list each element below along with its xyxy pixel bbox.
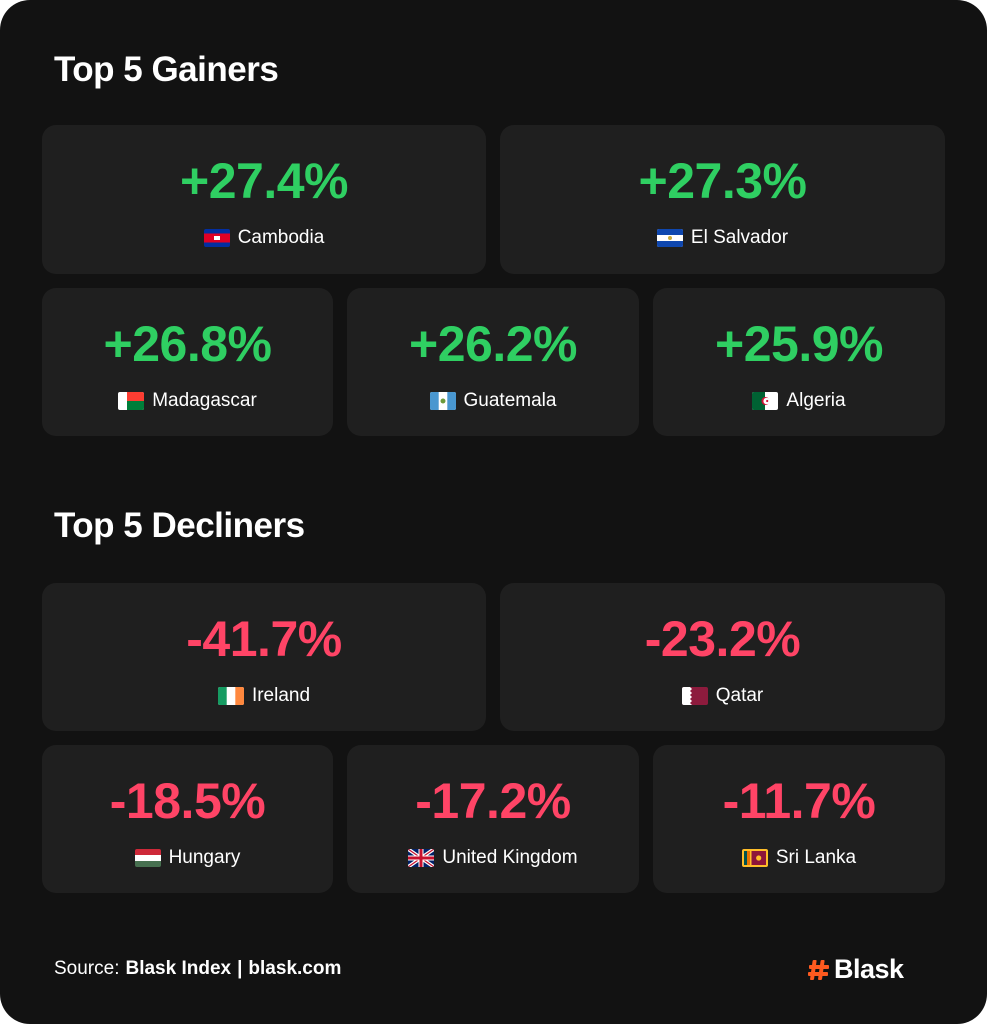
change-value: -41.7% bbox=[186, 611, 342, 667]
gainer-tile: +27.4% Cambodia bbox=[42, 125, 486, 274]
change-value: -23.2% bbox=[644, 611, 801, 667]
country-name: Guatemala bbox=[463, 390, 557, 411]
change-value: +26.2% bbox=[409, 316, 577, 372]
decliner-tile: -18.5% Hungary bbox=[42, 745, 333, 893]
brand-logo: Blask bbox=[808, 954, 904, 985]
change-value: -11.7% bbox=[722, 773, 876, 829]
country-label: El Salvador bbox=[500, 227, 945, 249]
decliners-title: Top 5 Decliners bbox=[54, 506, 305, 545]
country-label: Hungary bbox=[42, 847, 333, 869]
country-label: United Kingdom bbox=[347, 847, 639, 869]
sri-lanka-flag-icon bbox=[741, 849, 768, 867]
country-label: Algeria bbox=[653, 390, 945, 412]
hash-icon bbox=[808, 958, 830, 982]
country-label: Cambodia bbox=[42, 227, 486, 249]
change-value: +27.4% bbox=[180, 153, 348, 209]
cambodia-flag-icon bbox=[203, 229, 230, 247]
country-label: Sri Lanka bbox=[653, 847, 945, 869]
country-name: Cambodia bbox=[237, 227, 325, 248]
gainer-tile: +26.2% Guatemala bbox=[347, 288, 639, 436]
source-separator: | bbox=[237, 958, 243, 979]
change-value: +25.9% bbox=[715, 316, 883, 372]
country-name: United Kingdom bbox=[442, 847, 578, 868]
decliner-tile: -41.7% Ireland bbox=[42, 583, 486, 731]
change-value: -17.2% bbox=[415, 773, 571, 829]
country-name: Hungary bbox=[168, 847, 241, 868]
source-url: blask.com bbox=[248, 958, 342, 979]
change-value: -18.5% bbox=[109, 773, 266, 829]
united-kingdom-flag-icon bbox=[408, 849, 435, 867]
country-name: Madagascar bbox=[152, 390, 257, 411]
country-name: El Salvador bbox=[690, 227, 789, 248]
country-name: Sri Lanka bbox=[775, 847, 857, 868]
brand-name: Blask bbox=[834, 954, 904, 984]
source-line: Source: Blask Index | blask.com bbox=[54, 958, 341, 980]
el-salvador-flag-icon bbox=[656, 229, 683, 247]
source-label: Source: bbox=[54, 958, 120, 979]
gainer-tile: +25.9% Algeria bbox=[653, 288, 945, 436]
country-label: Ireland bbox=[42, 685, 486, 707]
country-label: Madagascar bbox=[42, 390, 333, 412]
country-name: Algeria bbox=[786, 390, 846, 411]
change-value: +27.3% bbox=[638, 153, 807, 209]
madagascar-flag-icon bbox=[118, 392, 145, 410]
change-value: +26.8% bbox=[103, 316, 272, 372]
decliner-tile: -11.7% Sri Lanka bbox=[653, 745, 945, 893]
decliner-tile: -17.2% United Kingdom bbox=[347, 745, 639, 893]
country-name: Qatar bbox=[715, 685, 764, 706]
qatar-flag-icon bbox=[681, 687, 708, 705]
country-name: Ireland bbox=[251, 685, 311, 706]
gainer-tile: +27.3% El Salvador bbox=[500, 125, 945, 274]
country-label: Qatar bbox=[500, 685, 945, 707]
algeria-flag-icon bbox=[752, 392, 779, 410]
guatemala-flag-icon bbox=[429, 392, 456, 410]
gainers-title: Top 5 Gainers bbox=[54, 50, 279, 89]
country-label: Guatemala bbox=[347, 390, 639, 412]
decliner-tile: -23.2% Qatar bbox=[500, 583, 945, 731]
hungary-flag-icon bbox=[134, 849, 161, 867]
ireland-flag-icon bbox=[217, 687, 244, 705]
source-name: Blask Index bbox=[125, 958, 232, 979]
gainer-tile: +26.8% Madagascar bbox=[42, 288, 333, 436]
